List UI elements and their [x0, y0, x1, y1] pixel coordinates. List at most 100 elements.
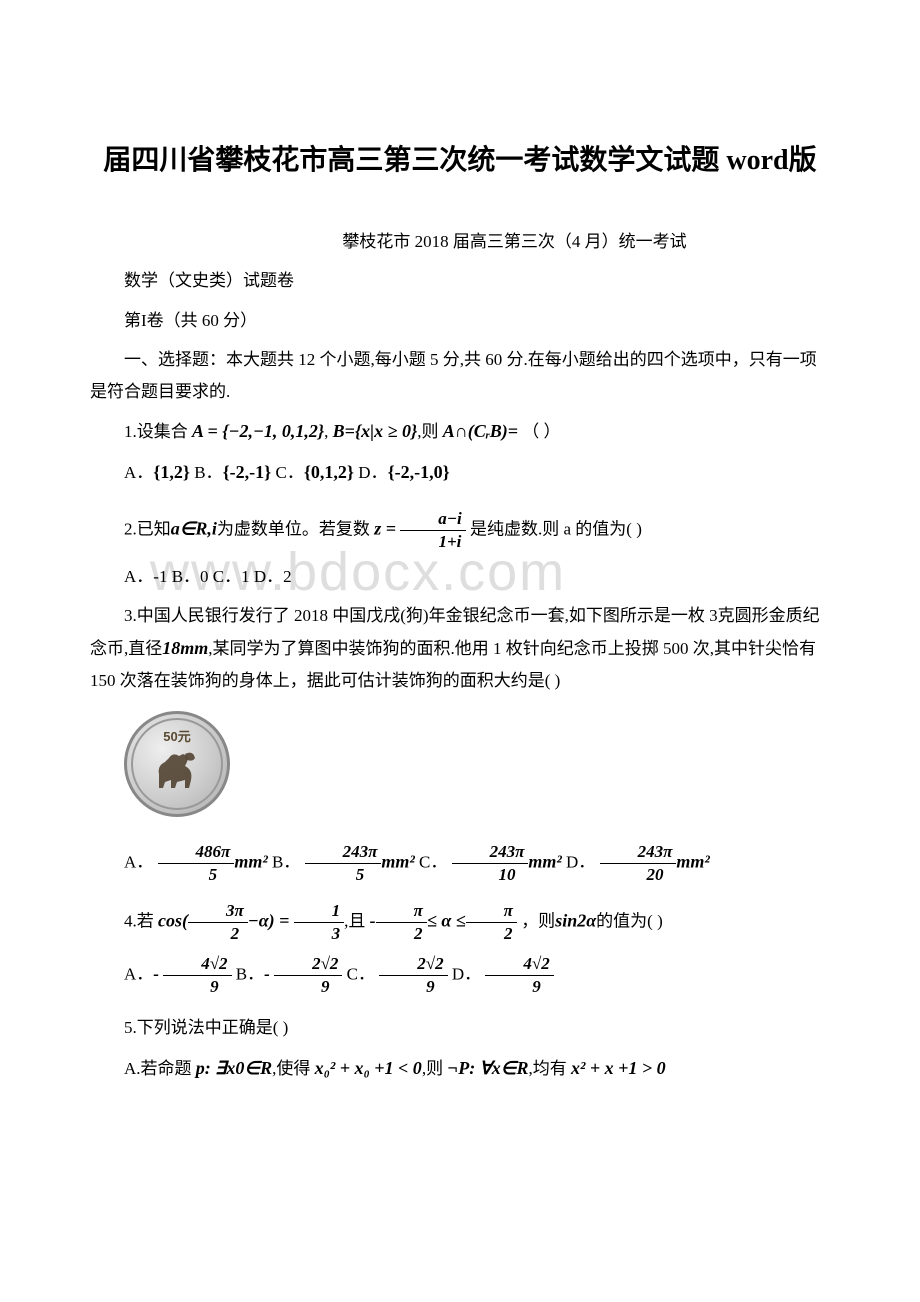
- q5-exists: ∃x0∈R: [215, 1058, 272, 1078]
- q3-D-den: 20: [600, 864, 677, 886]
- q4-sep: ,且: [344, 911, 365, 930]
- q3-D-num: 243π: [600, 841, 677, 864]
- q4-optC: C．: [347, 964, 375, 983]
- q4-cos-lhs: cos(: [158, 910, 188, 930]
- q4-fracD: 4√2 9: [485, 953, 553, 998]
- q4-cos-den: 2: [188, 923, 248, 945]
- document-title: 届四川省攀枝花市高三第三次统一考试数学文试题 word版: [90, 140, 830, 182]
- q3-optD: D．: [566, 852, 595, 871]
- q3-C-den: 10: [452, 864, 529, 886]
- q4-prefix: 4.若: [124, 911, 154, 930]
- q5-mid2: ,则: [422, 1059, 443, 1078]
- q3-unitC: mm²: [528, 851, 561, 871]
- q4-A-num: 4√2: [163, 953, 231, 976]
- q3-A-num: 486π: [158, 841, 235, 864]
- q4-rl-den: 2: [376, 923, 427, 945]
- q4-cos-rhs: 1 3: [294, 900, 345, 945]
- q4-rhs-num: 1: [294, 900, 345, 923]
- q4-rr-den: 2: [466, 923, 517, 945]
- q4-negA: -: [153, 964, 159, 983]
- question-3-options: A． 486π 5 mm² B． 243π 5 mm² C． 243π 10 m…: [90, 841, 830, 886]
- question-2: 2.已知a∈R,i为虚数单位。若复数 z = a−i 1+i 是纯虚数.则 a …: [90, 508, 830, 553]
- q3-fracD: 243π 20: [600, 841, 677, 886]
- q1-setB: B={x|x ≥ 0}: [333, 421, 418, 441]
- q1-sep: ,: [324, 422, 328, 441]
- q4-C-num: 2√2: [379, 953, 447, 976]
- q4-fracB: 2√2 9: [274, 953, 342, 998]
- q3-B-den: 5: [305, 864, 382, 886]
- q5-negp: ¬P:: [447, 1058, 475, 1078]
- q3-C-num: 243π: [452, 841, 529, 864]
- subject-line: 数学（文史类）试题卷: [90, 265, 830, 296]
- q1-tail: （ ）: [522, 422, 560, 441]
- q4-mid3: 的值为( ): [596, 911, 663, 930]
- q4-sin2a: sin2α: [555, 910, 596, 930]
- q4-B-num: 2√2: [274, 953, 342, 976]
- q5-expr2: x² + x +1 > 0: [571, 1058, 666, 1078]
- q4-rhs-den: 3: [294, 923, 345, 945]
- q3-A-den: 5: [158, 864, 235, 886]
- q3-diameter: 18mm: [162, 638, 208, 658]
- q3-optC: C．: [419, 852, 447, 871]
- q5-expr1: x₀² + x₀ +1 < 0: [315, 1058, 422, 1078]
- q2-zeq: z =: [374, 518, 396, 538]
- dog-icon: [149, 744, 205, 800]
- q2-frac-num: a−i: [400, 508, 466, 531]
- q4-negB: -: [264, 964, 270, 983]
- question-4-options: A．- 4√2 9 B．- 2√2 9 C． 2√2 9 D． 4√2 9: [90, 953, 830, 998]
- q4-D-den: 9: [485, 976, 553, 998]
- q4-range-r: π 2: [466, 900, 517, 945]
- q4-range-l: π 2: [376, 900, 427, 945]
- question-5-optionA: A.若命题 p: ∃x0∈R,使得 x₀² + x₀ +1 < 0,则 ¬P: …: [90, 1052, 830, 1085]
- q4-rl-num: π: [376, 900, 427, 923]
- q4-cos-mid: −α) =: [248, 910, 290, 930]
- exam-subtitle: 攀枝花市 2018 届高三第三次（4 月）统一考试: [165, 226, 830, 257]
- q1-mid: ,则: [417, 422, 438, 441]
- q4-leq: ≤ α ≤: [427, 910, 466, 930]
- question-1: 1.设集合 A = {−2,−1, 0,1,2}, B={x|x ≥ 0},则 …: [90, 415, 830, 448]
- q4-cos-num: 3π: [188, 900, 248, 923]
- q4-fracC: 2√2 9: [379, 953, 447, 998]
- q4-optD: D．: [452, 964, 481, 983]
- q3-B-num: 243π: [305, 841, 382, 864]
- q1-setA: A = {−2,−1, 0,1,2}: [192, 421, 324, 441]
- q4-C-den: 9: [379, 976, 447, 998]
- q4-fracA: 4√2 9: [163, 953, 231, 998]
- q2-prefix: 2.已知: [124, 519, 171, 538]
- q4-rr-num: π: [466, 900, 517, 923]
- q3-fracA: 486π 5: [158, 841, 235, 886]
- q4-optB: B．: [236, 964, 264, 983]
- q4-A-den: 9: [163, 976, 231, 998]
- q5-p: p:: [196, 1058, 211, 1078]
- q4-D-num: 4√2: [485, 953, 553, 976]
- q3-unitA: mm²: [234, 851, 267, 871]
- section-instructions: 一、选择题：本大题共 12 个小题,每小题 5 分,共 60 分.在每小题给出的…: [90, 344, 830, 407]
- q3-fracB: 243π 5: [305, 841, 382, 886]
- part-label: 第I卷（共 60 分）: [90, 305, 830, 336]
- question-1-options: A．{1,2} B．{-2,-1} C．{0,1,2} D．{-2,-1,0}: [90, 456, 830, 489]
- q1-optB-val: {-2,-1}: [223, 462, 272, 482]
- q4-optA: A．: [124, 964, 153, 983]
- question-4: 4.若 cos( 3π 2 −α) = 1 3 ,且 - π 2 ≤ α ≤ π…: [90, 900, 830, 945]
- q1-prefix: 1.设集合: [124, 422, 188, 441]
- coin-image: 50元: [124, 711, 230, 817]
- q5-optA-prefix: A.若命题: [124, 1059, 192, 1078]
- question-3: 3.中国人民银行发行了 2018 中国戊戌(狗)年金银纪念币一套,如下图所示是一…: [90, 600, 830, 696]
- q3-optA: A．: [124, 852, 153, 871]
- q1-optD-val: {-2,-1,0}: [388, 462, 450, 482]
- q1-optC: C．: [276, 463, 304, 482]
- q1-optD: D．: [358, 463, 387, 482]
- q4-B-den: 9: [274, 976, 342, 998]
- q5-mid1: ,使得: [272, 1059, 310, 1078]
- question-2-options: A．-1 B．0 C．1 D．2: [90, 561, 830, 592]
- q2-fraction: a−i 1+i: [400, 508, 466, 553]
- question-5: 5.下列说法中正确是( ): [90, 1012, 830, 1043]
- q3-unitD: mm²: [676, 851, 709, 871]
- q2-mid1: 为虚数单位。若复数: [217, 519, 370, 538]
- watermark-row: www.bdocx.com A．-1 B．0 C．1 D．2: [90, 561, 830, 592]
- q3-fracC: 243π 10: [452, 841, 529, 886]
- q4-cos-frac: 3π 2: [188, 900, 248, 945]
- q2-mid2: 是纯虚数.则 a 的值为( ): [470, 519, 642, 538]
- q2-cond: a∈R,i: [171, 518, 217, 538]
- q5-forall: ∀x∈R: [479, 1058, 528, 1078]
